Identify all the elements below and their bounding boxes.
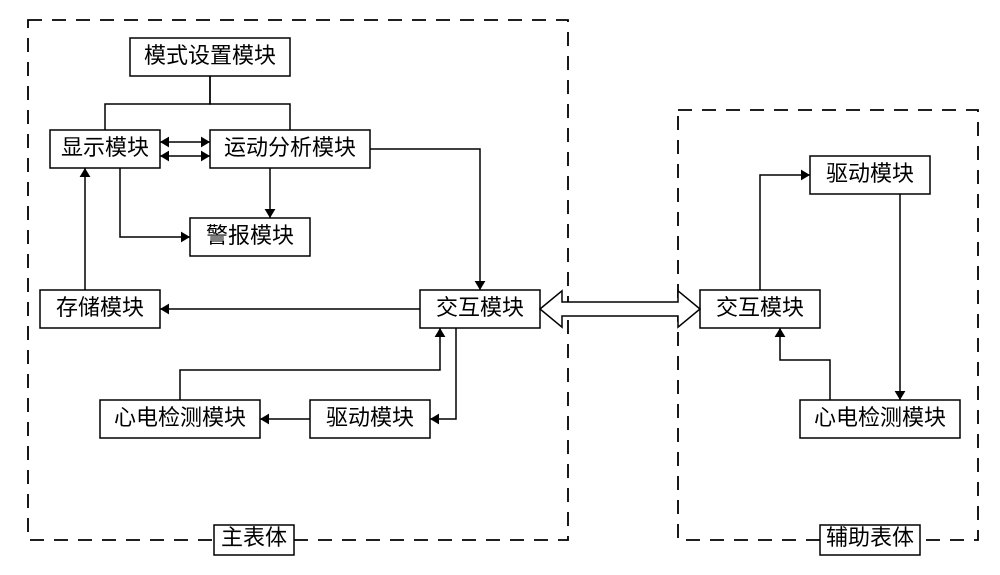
- arrowhead: [201, 137, 210, 148]
- edge-mode-to-motion: [210, 76, 290, 130]
- node-mode-label: 模式设置模块: [144, 43, 276, 68]
- node-drive1-label: 驱动模块: [326, 405, 414, 430]
- arrowhead: [181, 232, 190, 243]
- main-label: 主表体: [221, 525, 287, 550]
- arrowhead: [160, 304, 169, 315]
- edge-ecg1-to-interact: [180, 328, 440, 400]
- arrowhead: [80, 168, 91, 177]
- edge-motion-to-interact: [370, 149, 480, 290]
- arrowhead: [801, 170, 810, 181]
- interact-link: [540, 291, 700, 327]
- arrowhead: [430, 414, 439, 425]
- arrowhead: [201, 151, 210, 162]
- arrowhead: [895, 391, 906, 400]
- node-alarm-label: 警报模块: [206, 223, 294, 248]
- arrowhead: [160, 151, 169, 162]
- edge-ecg2-to-interact2: [780, 328, 830, 400]
- arrowhead: [265, 209, 276, 218]
- edge-interact-to-drive1: [430, 328, 456, 419]
- edge-mode-to-display: [105, 76, 210, 130]
- arrowhead: [775, 328, 786, 337]
- arrowhead: [475, 281, 486, 290]
- arrowhead: [260, 414, 269, 425]
- aux-label: 辅助表体: [826, 525, 914, 550]
- edge-display-down-alarm: [120, 168, 190, 237]
- node-display-label: 显示模块: [61, 135, 149, 160]
- main-container: [28, 20, 568, 540]
- node-drive2-label: 驱动模块: [826, 161, 914, 186]
- node-ecg2-label: 心电检测模块: [814, 405, 946, 430]
- edge-interact2-to-drive2: [760, 175, 810, 290]
- node-storage-label: 存储模块: [56, 295, 144, 320]
- arrowhead: [160, 137, 169, 148]
- node-interact1-label: 交互模块: [436, 295, 524, 320]
- node-interact2-label: 交互模块: [716, 295, 804, 320]
- node-motion-label: 运动分析模块: [224, 135, 356, 160]
- node-ecg1-label: 心电检测模块: [114, 405, 246, 430]
- arrowhead: [435, 328, 446, 337]
